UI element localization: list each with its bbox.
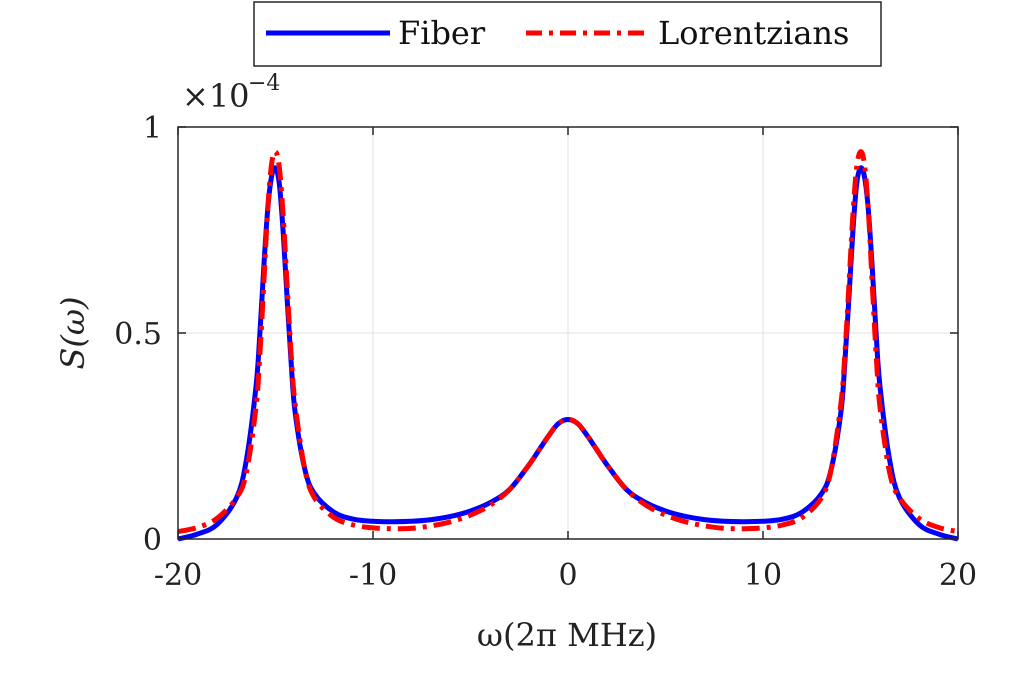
- x-tick-label: -20: [154, 558, 202, 593]
- y-multiplier-exponent: −4: [248, 71, 280, 96]
- plot-series: [177, 149, 959, 542]
- y-tick-label: 0: [143, 523, 162, 558]
- x-tick-label: 10: [744, 558, 782, 593]
- legend-label-fiber: Fiber: [398, 14, 486, 52]
- axis-ticks: -20 -10 0 10 20 0 0.5 1: [114, 111, 977, 593]
- y-axis-label: S(ω): [54, 297, 92, 370]
- y-axis-multiplier: ×10 −4: [182, 71, 280, 115]
- chart-legend: Fiber Lorentzians: [253, 1, 882, 67]
- x-tick-label: -10: [349, 558, 397, 593]
- y-tick-label: 0.5: [114, 317, 162, 352]
- series-line-lorentzians: [177, 149, 959, 535]
- x-axis-label: ω(2π MHz): [477, 616, 657, 654]
- legend-label-lorentzians: Lorentzians: [658, 14, 849, 52]
- x-tick-label: 20: [939, 558, 977, 593]
- y-multiplier-base: ×10: [182, 77, 250, 115]
- x-tick-label: 0: [558, 558, 577, 593]
- y-tick-label: 1: [143, 111, 162, 146]
- grid-lines: [178, 127, 958, 539]
